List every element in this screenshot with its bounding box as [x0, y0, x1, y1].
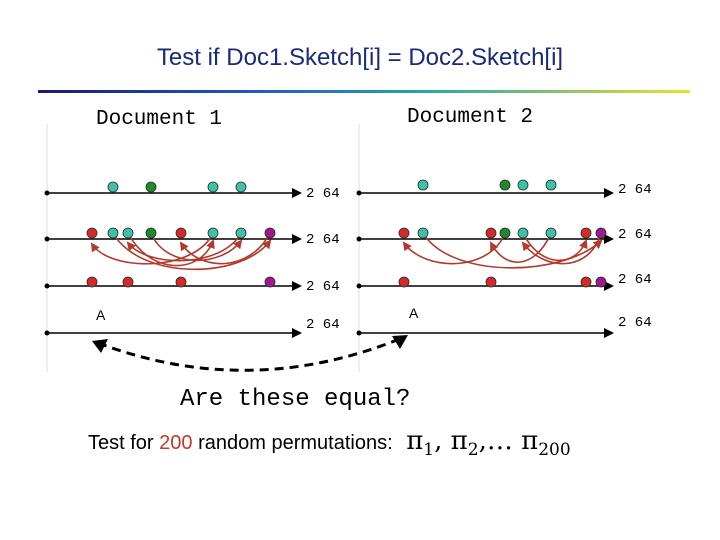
doc1-r1-dot	[235, 181, 247, 193]
doc1-r2-dot	[264, 227, 276, 239]
pi-separator-1: ,	[434, 426, 451, 456]
doc2-r1-exponent: 2 64	[618, 182, 652, 198]
doc2-r2-dot	[499, 227, 511, 239]
document-2-label: Document 2	[407, 106, 534, 129]
doc1-r4-exponent: 2 64	[306, 317, 340, 333]
doc1-r1-dot	[107, 181, 119, 193]
doc2-exponent-labels: 2 64 2 64 2 64 2 64	[618, 182, 652, 331]
doc2-r2-dot	[580, 227, 592, 239]
doc1-arc-2	[127, 232, 215, 267]
doc2-r2-exponent: 2 64	[618, 227, 652, 243]
doc1-point-a-label: A	[96, 307, 106, 323]
doc2-arc-4	[490, 232, 552, 263]
document-1-label: Document 1	[96, 108, 223, 131]
doc2-line-3-start	[356, 283, 362, 289]
test-text: Test for	[88, 432, 154, 454]
pi-symbol: π	[450, 426, 468, 456]
doc1-line-3-start	[44, 283, 50, 289]
doc2-r1-dot	[499, 179, 511, 191]
pi-symbol: π	[406, 426, 424, 456]
doc1-r2-dot	[145, 227, 157, 239]
doc1-line-1-start	[44, 190, 50, 196]
comparison-arrow	[97, 336, 403, 372]
pi-subscript-200: 200	[538, 440, 571, 461]
test-text-after: random permutations:	[198, 432, 393, 454]
doc1-lines	[44, 188, 302, 338]
doc1-line-4-start	[44, 330, 50, 336]
doc1-r3-dot	[175, 276, 187, 288]
doc1-r3-exponent: 2 64	[306, 279, 340, 295]
doc1-r1-exponent: 2 64	[306, 186, 340, 202]
doc2-r3-exponent: 2 64	[618, 272, 652, 288]
doc2-r4-exponent: 2 64	[618, 315, 652, 331]
doc2-r3-dot	[398, 276, 410, 288]
doc1-r2-dot	[235, 227, 247, 239]
doc2-r3-dot	[580, 276, 592, 288]
doc2-arc-1	[422, 232, 603, 269]
doc2-r2-dot	[545, 227, 557, 239]
doc2-point-a-label: A	[409, 305, 419, 321]
doc2-line-2-start	[356, 236, 362, 242]
pi-separator-2: ,…	[478, 426, 522, 456]
doc2-r3-dot	[485, 276, 497, 288]
doc2-r2-dot	[417, 227, 429, 239]
doc2-r2-dot	[485, 227, 497, 239]
doc1-r2-dot	[86, 227, 98, 239]
doc2-arc-5	[521, 232, 602, 265]
doc2-r2-dot	[398, 227, 410, 239]
doc1-r2-dot	[175, 227, 187, 239]
doc1-r3-dot	[86, 276, 98, 288]
title-rule	[38, 90, 690, 93]
comparison-arrowhead-right	[392, 335, 408, 349]
doc2-r2-dot	[595, 227, 607, 239]
doc2-permutation-arcs	[402, 232, 603, 269]
doc2-r3-dot	[595, 276, 607, 288]
permutation-test-line: Test for 200 random permutations: π1, π2…	[88, 426, 571, 460]
doc2-line-1-start	[356, 190, 362, 196]
pi-symbol: π	[521, 426, 539, 456]
doc1-r2-exponent: 2 64	[306, 232, 340, 248]
doc2-line-4-start	[356, 330, 362, 336]
doc1-r1-dot	[145, 181, 157, 193]
doc1-line-2-start	[44, 236, 50, 242]
doc2-r2-dot	[517, 227, 529, 239]
doc1-r2-dot	[107, 227, 119, 239]
doc1-permutation-arcs	[90, 232, 272, 271]
doc2-dots	[398, 179, 607, 288]
doc1-arc-6	[179, 232, 271, 265]
permutation-list: π1, π2,… π200	[406, 426, 570, 460]
equality-question: Are these equal?	[180, 386, 411, 413]
doc1-exponent-labels: 2 64 2 64 2 64 2 64	[306, 186, 340, 333]
pi-subscript-1: 1	[423, 440, 435, 461]
doc1-r3-dot	[122, 276, 134, 288]
doc1-r2-dot	[122, 227, 134, 239]
doc2-r1-dot	[517, 179, 529, 191]
doc2-r1-dot	[417, 179, 429, 191]
permutation-count: 200	[159, 432, 193, 454]
doc1-arc-4	[90, 232, 214, 265]
doc1-r3-dot	[264, 276, 276, 288]
doc2-r1-dot	[545, 179, 557, 191]
doc1-arc-5	[126, 232, 242, 262]
doc1-r2-dot	[207, 227, 219, 239]
doc1-dots	[86, 181, 276, 288]
comparison-arrowhead-left	[92, 339, 108, 353]
doc1-arc-1	[112, 232, 272, 271]
slide-title: Test if Doc1.Sketch[i] = Doc2.Sketch[i]	[156, 44, 564, 71]
doc1-r1-dot	[207, 181, 219, 193]
pi-subscript-2: 2	[467, 440, 479, 461]
